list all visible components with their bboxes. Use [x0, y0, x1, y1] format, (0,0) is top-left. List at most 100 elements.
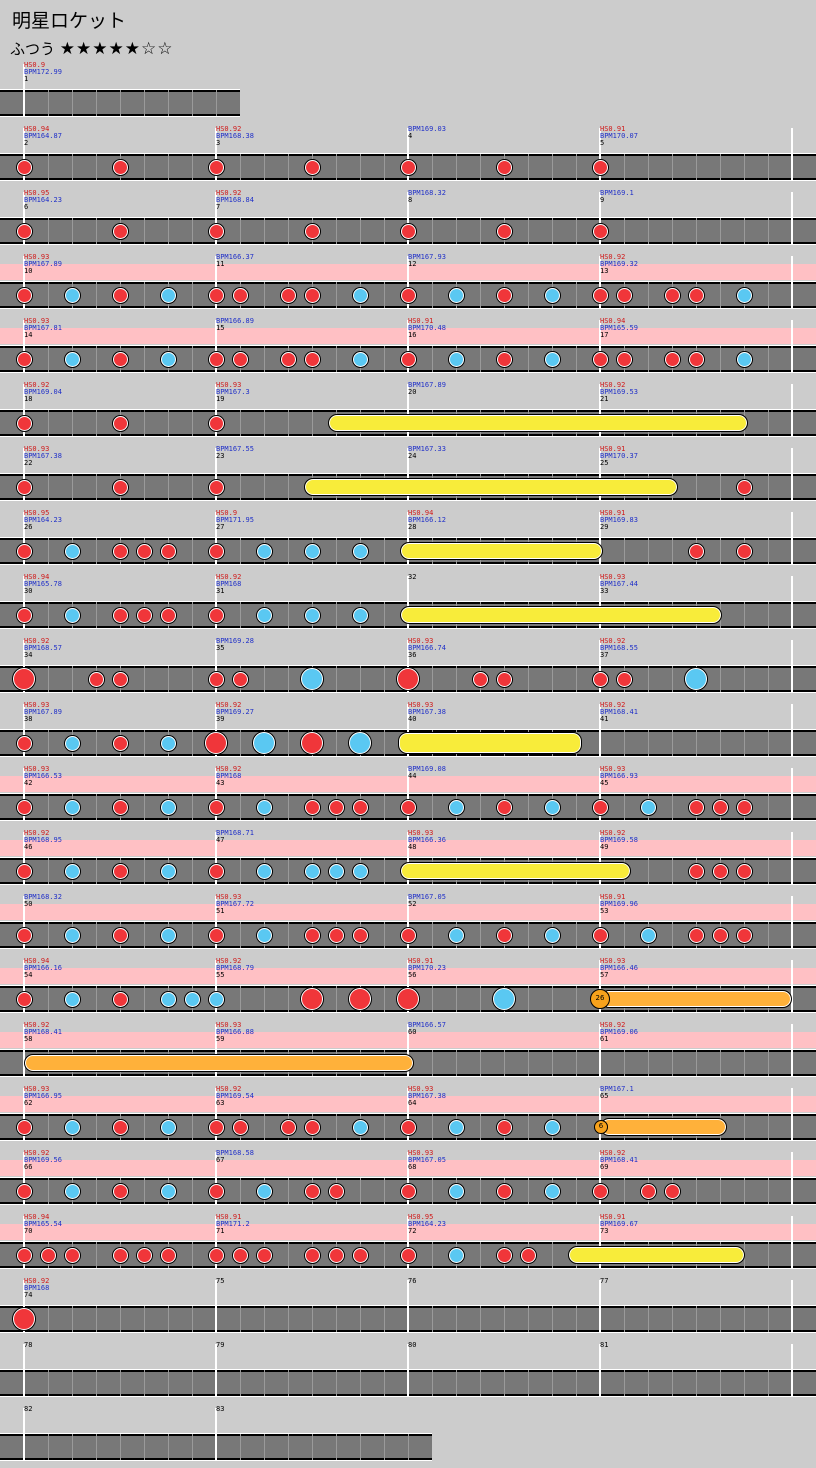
- don-note: [16, 1183, 32, 1199]
- measure-number: 76: [408, 1277, 417, 1285]
- bar-line: [215, 512, 217, 564]
- bpm-value: BPM170.48: [408, 324, 446, 332]
- beat-line: [648, 538, 649, 564]
- don-note: [400, 223, 416, 239]
- beat-line: [552, 218, 553, 244]
- hs-value: HS0.94: [600, 317, 626, 325]
- beat-line: [384, 218, 385, 244]
- bar-line: [23, 1408, 25, 1460]
- beat-line: [96, 794, 97, 820]
- bpm-value: BPM168: [216, 580, 242, 588]
- measure-number: 47: [216, 836, 225, 844]
- measure-number: 24: [408, 452, 417, 460]
- don-note: [112, 799, 128, 815]
- beat-line: [144, 218, 145, 244]
- don-note: [112, 607, 128, 623]
- measure-number: 2: [24, 139, 29, 147]
- beat-line: [288, 410, 289, 436]
- drumroll-note: [328, 414, 748, 432]
- measure-row: HS0.9 BPM172.99 1: [0, 62, 240, 124]
- don-note: [112, 159, 128, 175]
- balloon-head: 6: [594, 1120, 608, 1134]
- don-note: [304, 223, 320, 239]
- beat-line: [552, 666, 553, 692]
- bar-line: [215, 896, 217, 948]
- beat-line: [720, 474, 721, 500]
- bpm-value: BPM169.28: [216, 637, 254, 645]
- ka-note: [64, 927, 80, 943]
- ka-note: [544, 351, 560, 367]
- beat-line: [96, 474, 97, 500]
- beat-line: [96, 1114, 97, 1140]
- beat-line: [192, 474, 193, 500]
- measure-row: HS0.93 BPM167.89 10 BPM166.37 11 BPM167.93 12 H…: [0, 254, 816, 316]
- measure-info: BPM167.55 23: [216, 446, 254, 460]
- beat-line: [696, 1050, 697, 1076]
- measure-row: HS0.93 BPM167.38 22 BPM167.55 23 BPM167.33 24 H…: [0, 446, 816, 508]
- don-note: [208, 1183, 224, 1199]
- beat-line: [648, 1306, 649, 1332]
- beat-line: [288, 986, 289, 1012]
- beat-line: [480, 1370, 481, 1396]
- beat-line: [240, 1434, 241, 1460]
- beat-line: [240, 538, 241, 564]
- don-note: [304, 799, 320, 815]
- measure-number: 16: [408, 331, 417, 339]
- bpm-value: BPM166.12: [408, 516, 446, 524]
- drumroll-note: [400, 862, 631, 880]
- measure-number: 74: [24, 1291, 33, 1299]
- beat-line: [576, 666, 577, 692]
- ka-note: [256, 863, 272, 879]
- measure-number: 44: [408, 772, 417, 780]
- don-note: [520, 1247, 536, 1263]
- hs-value: HS0.91: [216, 1213, 242, 1221]
- beat-line: [216, 90, 217, 116]
- hs-value: HS0.92: [24, 637, 50, 645]
- bpm-value: BPM170.37: [600, 452, 638, 460]
- bar-line: [791, 320, 793, 372]
- don-note: [16, 543, 32, 559]
- measure-row: BPM168.32 50 HS0.93 BPM167.72 51 BPM167.05 52 H…: [0, 894, 816, 956]
- bpm-value: BPM166.88: [216, 1028, 254, 1036]
- measure-info: HS0.95 BPM164.23 6: [24, 190, 62, 211]
- beat-line: [192, 1370, 193, 1396]
- beat-line: [96, 730, 97, 756]
- don-note: [112, 863, 128, 879]
- bpm-value: BPM169.67: [600, 1220, 638, 1228]
- ka-note: [328, 863, 344, 879]
- measure-info: HS0.92 BPM168 74: [24, 1278, 49, 1299]
- measure-info: HS0.91 BPM171.2 71: [216, 1214, 250, 1235]
- bar-line: [23, 1216, 25, 1268]
- hs-value: HS0.95: [24, 189, 50, 197]
- beat-line: [696, 1306, 697, 1332]
- ka-note: [64, 799, 80, 815]
- don-note: [496, 927, 512, 943]
- hs-value: HS0.94: [24, 957, 50, 965]
- beat-line: [744, 1306, 745, 1332]
- don-note: [712, 863, 728, 879]
- don-note: [16, 1247, 32, 1263]
- bpm-value: BPM165.59: [600, 324, 638, 332]
- bar-line: [599, 1344, 601, 1396]
- beat-line: [96, 1242, 97, 1268]
- measure-number: 70: [24, 1227, 33, 1235]
- bpm-value: BPM168.55: [600, 644, 638, 652]
- beat-line: [48, 346, 49, 372]
- beat-line: [480, 346, 481, 372]
- measure-info: 80: [408, 1342, 416, 1349]
- beat-line: [264, 218, 265, 244]
- beat-line: [360, 1434, 361, 1460]
- beat-line: [672, 1306, 673, 1332]
- bar-line: [407, 512, 409, 564]
- beat-line: [720, 666, 721, 692]
- measure-number: 43: [216, 779, 225, 787]
- beat-line: [672, 538, 673, 564]
- don-note: [16, 159, 32, 175]
- don-note: [304, 159, 320, 175]
- measure-number: 67: [216, 1156, 225, 1164]
- beat-line: [744, 1050, 745, 1076]
- don-note: [304, 1119, 320, 1135]
- don-note: [16, 1119, 32, 1135]
- beat-line: [168, 90, 169, 116]
- beat-line: [456, 218, 457, 244]
